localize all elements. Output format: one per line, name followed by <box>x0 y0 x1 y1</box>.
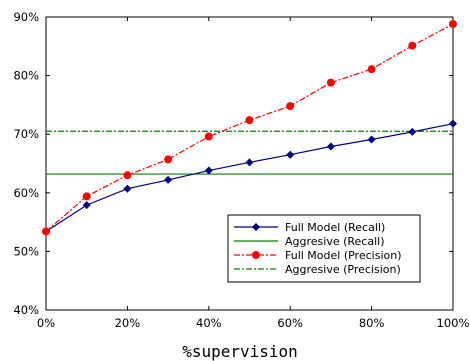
legend-recall-marker <box>252 223 260 231</box>
x-tick-label: 40% <box>196 316 222 330</box>
full-model-recall-point <box>123 184 132 193</box>
full-model-recall-point <box>367 135 376 144</box>
full-model-recall-point <box>408 127 417 136</box>
x-tick-label: 60% <box>277 316 303 330</box>
full-model-recall-point <box>164 175 173 184</box>
full-model-recall-point <box>204 166 213 175</box>
legend-label-aggresive-precision: Aggresive (Precision) <box>285 263 401 276</box>
full-model-recall-point <box>326 142 335 151</box>
full-model-precision-line <box>45 23 454 232</box>
full-model-precision-point <box>204 132 213 141</box>
full-model-precision-point <box>42 227 50 236</box>
axis-ticks: 0% 20% 40% 60% 80% 100% 40% 50% 60% 70% 80% 90% <box>13 10 469 330</box>
full-model-precision-point <box>164 155 173 164</box>
plot-frame <box>45 16 454 311</box>
full-model-recall-point <box>82 201 91 210</box>
full-model-precision-point <box>123 171 132 180</box>
x-tick-label: 20% <box>115 316 141 330</box>
y-tick-label: 40% <box>13 303 39 317</box>
legend-label-full-model-recall: Full Model (Recall) <box>285 221 385 234</box>
legend-label-aggresive-recall: Aggresive (Recall) <box>285 235 385 248</box>
full-model-precision-point <box>245 116 254 125</box>
x-axis-title: %supervision <box>182 342 298 361</box>
y-tick-label: 50% <box>13 244 39 258</box>
series-layer <box>42 20 457 236</box>
y-tick-label: 70% <box>13 127 39 141</box>
y-tick-label: 90% <box>13 10 39 24</box>
full-model-recall-point <box>449 119 457 128</box>
x-tick-label: 0% <box>37 316 55 330</box>
legend-label-full-model-precision: Full Model (Precision) <box>285 249 402 262</box>
y-tick-label: 60% <box>13 186 39 200</box>
full-model-recall-point <box>286 150 295 159</box>
legend-precision-marker <box>252 251 260 259</box>
y-tick-label: 80% <box>13 69 39 83</box>
full-model-precision-point <box>82 192 91 201</box>
full-model-precision-point <box>408 41 417 50</box>
full-model-precision-point <box>449 20 457 29</box>
full-model-precision-point <box>286 102 295 111</box>
full-model-recall-point <box>245 158 254 167</box>
x-tick-label: 80% <box>359 316 385 330</box>
legend-box <box>227 214 421 283</box>
full-model-precision-point <box>326 78 335 87</box>
full-model-precision-point <box>367 65 376 74</box>
x-tick-label: 100% <box>437 316 470 330</box>
legend: Full Model (Recall) Aggresive (Recall) F… <box>227 214 421 283</box>
